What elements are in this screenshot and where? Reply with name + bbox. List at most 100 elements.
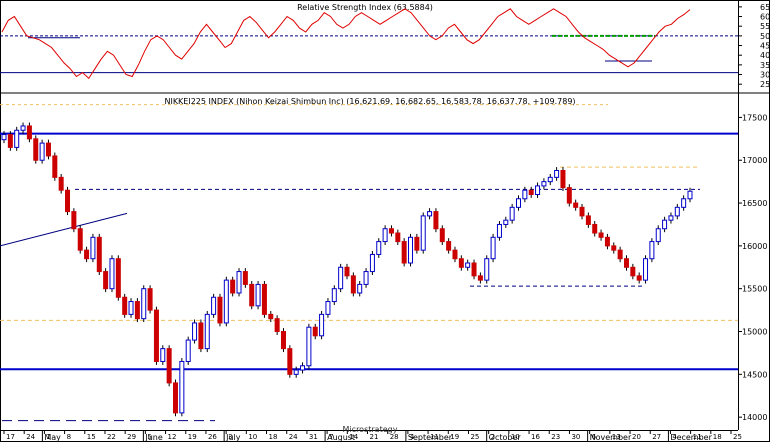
candle-body	[84, 249, 90, 260]
candle-body	[153, 309, 159, 362]
date-tick-label: 2	[491, 433, 495, 441]
date-tick-label: 30	[571, 433, 580, 441]
candle-body	[439, 228, 445, 243]
candle-body	[522, 189, 528, 200]
candle-body	[649, 241, 655, 260]
candle-body	[249, 283, 255, 307]
rsi-tick-label: 60	[760, 13, 770, 22]
candle-body	[395, 232, 401, 243]
candle-body	[623, 258, 629, 268]
date-tick-label: 18	[269, 433, 278, 441]
date-tick-label: 28	[390, 433, 399, 441]
candle-body	[236, 271, 242, 294]
candle-body	[198, 322, 204, 350]
rsi-reference-lines	[0, 34, 738, 74]
candle-body	[344, 266, 350, 277]
date-tick-label: 26	[208, 433, 217, 441]
nikkei-title: NIKKEI225 INDEX (Nihon Keizai Shimbun In…	[164, 97, 575, 106]
candle-body	[179, 360, 185, 414]
candle-body	[617, 249, 623, 260]
candle-body	[217, 296, 223, 324]
candle-body	[173, 382, 178, 414]
candle-body	[230, 279, 236, 294]
candlestick-series	[1, 122, 693, 417]
candle-body	[662, 219, 668, 230]
candle-body	[115, 258, 121, 298]
candle-body	[592, 223, 598, 234]
date-x-axis: 17 24 1 8 15 22 29 5 12 19 26 3 10 18 24 31 7 14 21 28 4 11 19…	[3, 430, 742, 442]
candle-body	[643, 258, 649, 281]
candle-body	[39, 142, 45, 161]
candle-body	[465, 262, 471, 268]
candle-body	[287, 348, 293, 375]
candle-body	[655, 228, 661, 243]
candle-body	[509, 206, 515, 221]
candle-body	[7, 134, 13, 148]
candle-body	[452, 249, 458, 260]
candle-body	[77, 228, 83, 251]
date-tick-label: 7	[329, 433, 333, 441]
candle-body	[668, 215, 674, 221]
date-tick-label: 16	[531, 433, 540, 441]
date-tick-label: 31	[309, 433, 318, 441]
candle-body	[458, 258, 464, 268]
candle-body	[433, 211, 439, 230]
candle-body	[52, 155, 58, 178]
candle-body	[14, 129, 20, 148]
candle-body	[293, 369, 299, 375]
candle-body	[71, 211, 77, 230]
candle-body	[560, 170, 566, 189]
candle-body	[223, 279, 229, 324]
candle-body	[446, 241, 452, 251]
candle-body	[274, 318, 280, 333]
rsi-tick-label: 65	[760, 3, 770, 12]
candle-body	[103, 271, 109, 290]
rsi-line	[1, 8, 691, 80]
candle-body	[255, 283, 261, 307]
candle-body	[408, 236, 414, 264]
candle-body	[687, 190, 693, 200]
price-tick-label: 17500	[742, 113, 767, 122]
date-tick-label: 4	[672, 433, 677, 441]
price-tick-label: 16500	[742, 199, 767, 208]
candle-body	[109, 258, 115, 290]
candle-body	[306, 326, 312, 367]
candle-body	[147, 288, 153, 311]
candle-body	[96, 236, 102, 273]
candle-body	[535, 185, 541, 195]
rsi-tick-label: 40	[760, 51, 770, 60]
price-tick-label: 14500	[742, 370, 767, 379]
candle-body	[268, 313, 274, 320]
trendline	[0, 212, 128, 247]
date-tick-label: 15	[87, 433, 96, 441]
candle-body	[141, 288, 147, 320]
candle-body	[566, 187, 572, 204]
month-label: August	[327, 433, 355, 442]
candle-body	[261, 283, 267, 315]
price-tick-label: 16000	[742, 242, 767, 251]
month-label: July	[225, 433, 241, 442]
candle-body	[420, 215, 426, 251]
date-tick-label: 27	[652, 433, 661, 441]
candle-body	[331, 288, 337, 303]
candle-body	[122, 296, 128, 315]
candle-body	[33, 138, 39, 161]
candle-body	[490, 236, 496, 260]
overlay-label: Microstrategy	[343, 425, 398, 434]
date-tick-label: 21	[370, 433, 379, 441]
month-label: June	[144, 433, 163, 442]
date-tick-label: 18	[713, 433, 722, 441]
candle-body	[160, 348, 166, 362]
candle-body	[674, 206, 680, 217]
candle-body	[166, 348, 172, 384]
candle-body	[427, 211, 433, 217]
date-tick-label: 24	[289, 433, 298, 441]
candle-body	[204, 313, 210, 350]
month-label: May	[44, 433, 61, 442]
candle-body	[528, 189, 534, 195]
price-tick-label: 14000	[742, 413, 767, 422]
candle-body	[363, 271, 369, 285]
